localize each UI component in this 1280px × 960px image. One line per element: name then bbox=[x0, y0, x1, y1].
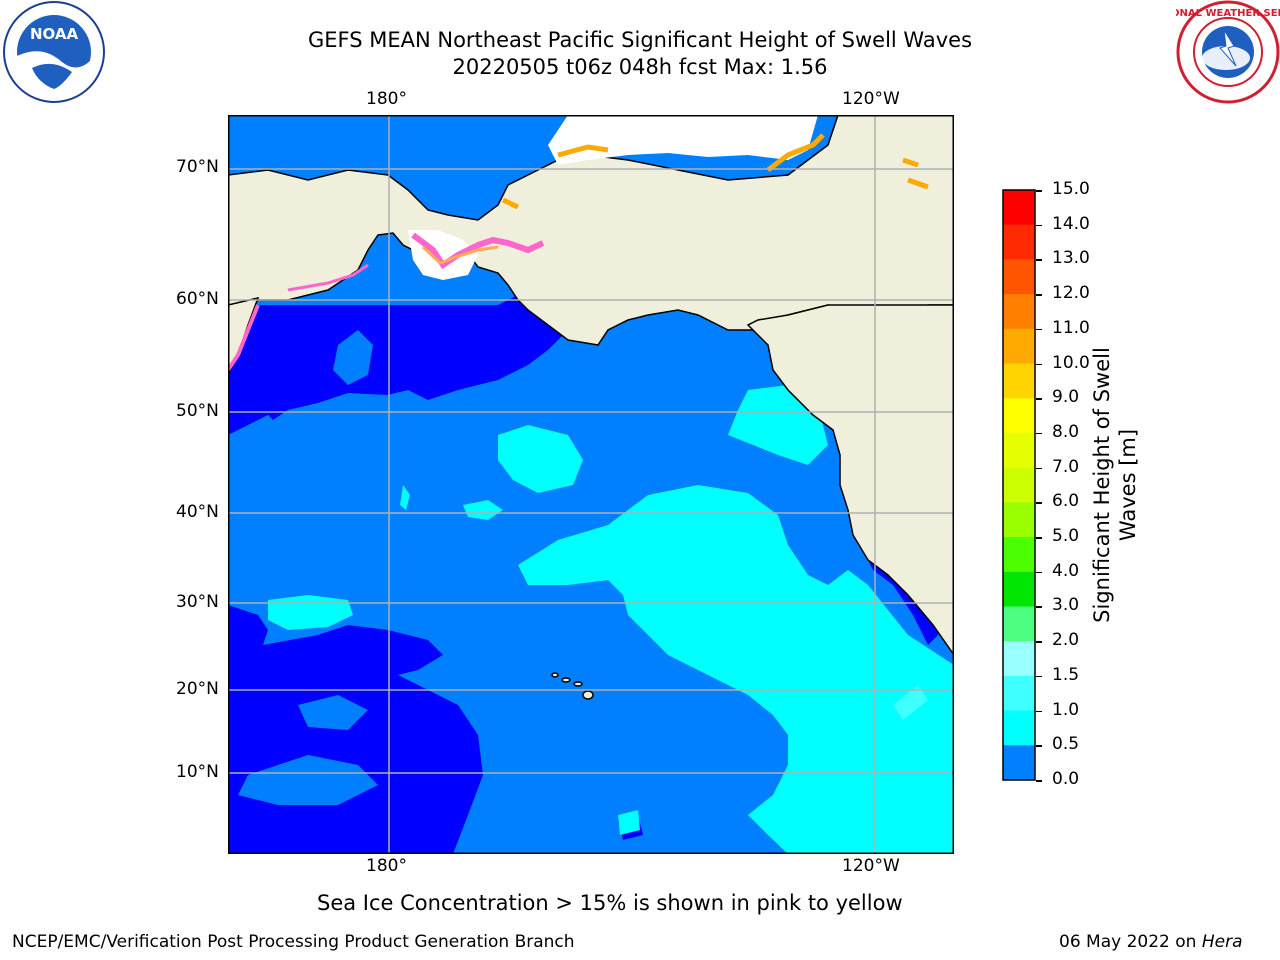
colorbar-segment bbox=[1003, 745, 1035, 781]
colorbar-tick-label: 11.0 bbox=[1052, 317, 1090, 338]
colorbar-tick-mark bbox=[1036, 780, 1042, 782]
colorbar-segment bbox=[1003, 190, 1035, 226]
colorbar-tick-label: 0.5 bbox=[1052, 734, 1080, 755]
colorbar-tick-label: 7.0 bbox=[1052, 456, 1080, 477]
footer-credit: NCEP/EMC/Verification Post Processing Pr… bbox=[12, 932, 575, 952]
ocean-swell-0.5-1.0-patch bbox=[228, 330, 378, 805]
colorbar-tick-label: 10.0 bbox=[1052, 352, 1090, 373]
colorbar-tick-mark bbox=[1036, 294, 1042, 296]
lat-label-50n: 50°N bbox=[176, 401, 219, 421]
sea-ice-bering-south bbox=[287, 263, 369, 292]
colorbar-segment bbox=[1003, 432, 1035, 469]
colorbar-segment bbox=[1003, 537, 1035, 573]
colorbar-segment bbox=[1003, 363, 1035, 399]
colorbar-segment bbox=[1003, 571, 1035, 607]
ocean-swell-0-0.5-coast bbox=[868, 560, 938, 645]
colorbar-segment bbox=[1003, 675, 1035, 712]
colorbar-segment bbox=[1003, 710, 1035, 746]
footer-date-text: 06 May 2022 on bbox=[1059, 932, 1202, 952]
colorbar-segment bbox=[1003, 328, 1035, 365]
map-panel bbox=[228, 115, 954, 854]
colorbar-tick-mark bbox=[1036, 571, 1042, 574]
colorbar-tick-label: 12.0 bbox=[1052, 283, 1090, 304]
colorbar-tick-mark bbox=[1036, 606, 1042, 608]
colorbar-tick-label: 14.0 bbox=[1052, 213, 1090, 234]
lat-label-30n: 30°N bbox=[176, 592, 219, 612]
colorbar-tick-label: 1.5 bbox=[1052, 664, 1080, 685]
lon-label-top-120w: 120°W bbox=[842, 89, 900, 109]
nws-logo: NATIONAL WEATHER SERVICE bbox=[1176, 0, 1280, 104]
colorbar-tick-label: 6.0 bbox=[1052, 491, 1080, 512]
map-subtitle: 20220505 t06z 048h fcst Max: 1.56 bbox=[452, 55, 828, 79]
sea-ice-note: Sea Ice Concentration > 15% is shown in … bbox=[317, 891, 903, 915]
land-west-coast bbox=[746, 304, 954, 657]
colorbar-segment bbox=[1003, 294, 1035, 330]
lon-label-bottom-120w: 120°W bbox=[842, 856, 900, 876]
sea-ice-bering bbox=[411, 232, 545, 270]
lon-label-bottom-180: 180° bbox=[366, 856, 407, 876]
colorbar-segment bbox=[1003, 606, 1035, 642]
noaa-logo: NOAA bbox=[3, 1, 105, 103]
nws-logo-text: NATIONAL WEATHER SERVICE bbox=[1176, 8, 1280, 19]
colorbar-tick-mark bbox=[1036, 467, 1042, 470]
colorbar bbox=[1002, 189, 1036, 781]
ocean-swell-0-0.5-bering bbox=[228, 290, 568, 465]
colorbar-tick-mark bbox=[1036, 745, 1042, 747]
colorbar-tick-label: 1.0 bbox=[1052, 699, 1080, 720]
colorbar-tick-mark bbox=[1036, 224, 1042, 227]
map-frame bbox=[228, 115, 954, 854]
hawaii-islands bbox=[551, 672, 594, 700]
ocean-swell-1.0-1.5-hawaii bbox=[498, 425, 583, 493]
colorbar-tick-label: 8.0 bbox=[1052, 421, 1080, 442]
footer-host: Hera bbox=[1201, 932, 1243, 952]
sea-ice-chukchi bbox=[501, 133, 929, 210]
colorbar-segment bbox=[1003, 467, 1035, 503]
colorbar-segment bbox=[1003, 259, 1035, 295]
colorbar-label: Significant Height of Swell Waves [m] bbox=[1090, 347, 1140, 623]
colorbar-segment bbox=[1003, 641, 1035, 677]
colorbar-tick-mark bbox=[1036, 432, 1042, 435]
colorbar-segment bbox=[1003, 398, 1035, 434]
noaa-logo-text: NOAA bbox=[30, 25, 79, 43]
colorbar-tick-label: 2.0 bbox=[1052, 630, 1080, 651]
lat-label-10n: 10°N bbox=[176, 762, 219, 782]
colorbar-tick-mark bbox=[1036, 675, 1042, 678]
colorbar-tick-label: 0.0 bbox=[1052, 769, 1080, 789]
colorbar-tick-label: 5.0 bbox=[1052, 526, 1080, 547]
lat-label-20n: 20°N bbox=[176, 679, 219, 699]
lat-label-40n: 40°N bbox=[176, 502, 219, 522]
colorbar-tick-label: 15.0 bbox=[1052, 179, 1090, 199]
colorbar-tick-mark bbox=[1036, 259, 1042, 261]
lat-label-70n: 70°N bbox=[176, 157, 219, 177]
sea-ice-aleutian bbox=[228, 304, 260, 372]
lon-label-top-180: 180° bbox=[366, 89, 407, 109]
colorbar-tick-mark bbox=[1036, 190, 1042, 192]
colorbar-tick-mark bbox=[1036, 641, 1042, 643]
colorbar-tick-label: 4.0 bbox=[1052, 560, 1080, 581]
map-title: GEFS MEAN Northeast Pacific Significant … bbox=[307, 28, 973, 52]
colorbar-tick-mark bbox=[1036, 328, 1042, 331]
ocean-swell-1.0-1.5-east bbox=[518, 485, 954, 854]
colorbar-tick-label: 13.0 bbox=[1052, 248, 1090, 269]
colorbar-segment bbox=[1003, 502, 1035, 538]
graticule bbox=[228, 115, 954, 854]
colorbar-tick-label: 3.0 bbox=[1052, 595, 1080, 616]
sea-ice-bering-inner bbox=[421, 245, 499, 265]
colorbar-tick-mark bbox=[1036, 710, 1042, 713]
colorbar-tick-mark bbox=[1036, 363, 1042, 366]
colorbar-tick-label: 9.0 bbox=[1052, 387, 1080, 408]
colorbar-tick-mark bbox=[1036, 502, 1042, 504]
colorbar-tick-mark bbox=[1036, 537, 1042, 539]
colorbar-segment bbox=[1003, 224, 1035, 260]
footer-date: 06 May 2022 on Hera bbox=[1059, 932, 1243, 952]
colorbar-tick-mark bbox=[1036, 398, 1042, 400]
nodata-north-strip bbox=[548, 115, 818, 165]
lat-label-60n: 60°N bbox=[176, 289, 219, 309]
ocean-swell-1.5-2.0 bbox=[893, 685, 928, 720]
